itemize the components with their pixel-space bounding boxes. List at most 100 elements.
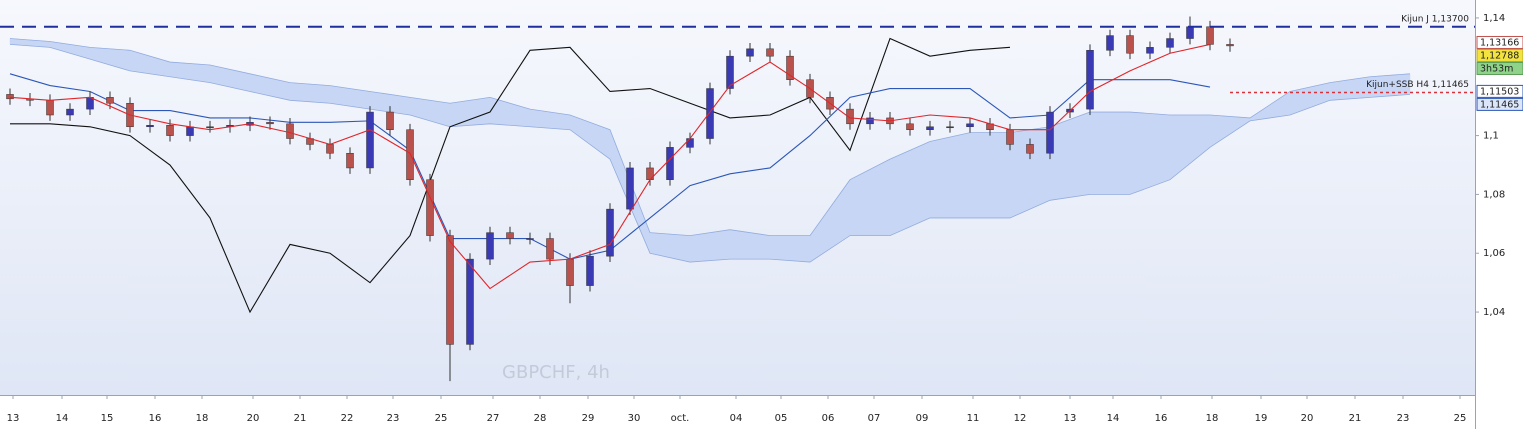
candle-body [66,108,74,116]
price-tag-label: 1,11503 [1480,86,1519,97]
x-tick-label: 09 [916,413,929,424]
watermark: GBPCHF, 4h [502,362,610,383]
candle-body [426,179,434,236]
price-tag: 1,11503 [1476,84,1523,98]
x-tick-label: 13 [7,413,20,424]
x-tick-label: 19 [1255,413,1268,424]
x-tick-label: 18 [196,413,209,424]
x-tick-label: 14 [1107,413,1120,424]
candle-body [466,258,474,345]
candle-body [906,123,914,130]
candle-body [46,100,54,116]
candle-body [506,232,514,239]
candle-body [966,123,974,128]
price-tag: 1,11465 [1476,97,1523,111]
candle-body [1006,129,1014,145]
plot-area: GBPCHF, 4h Kijun J 1,13700 Kijun+SSB H4 1… [0,14,1475,383]
candle-body [626,167,634,210]
x-tick-label: 12 [1014,413,1027,424]
candle-body [6,94,14,100]
cloud-segment [1049,111,1091,201]
candle-body [1206,26,1214,45]
candle-body [186,126,194,136]
candle-body [366,111,374,169]
x-tick-label: 18 [1206,413,1219,424]
candle-body [446,235,454,345]
y-tick-label: 1,04 [1483,307,1505,318]
candle-body [526,238,534,240]
price-tag: 3h53m [1476,61,1523,75]
span-b-line [9,44,1411,263]
cloud-segment [929,132,971,219]
y-tick-label: 1,14 [1483,13,1505,24]
cloud-segment [969,132,1011,219]
candle-body [1226,44,1234,47]
price-tag-box [1476,35,1523,49]
x-tick-label: 25 [435,413,448,424]
candle-body [266,122,274,125]
candle-body [1046,111,1054,154]
x-tick-label: 14 [56,413,69,424]
candle-body [206,126,214,129]
cloud-segment [769,235,811,263]
candle-body [1186,26,1194,39]
span-a-line [9,38,1411,236]
x-tick-label: 15 [101,413,114,424]
y-tick-label: 1,06 [1483,248,1505,259]
candle-body [326,144,334,154]
price-tag: 1,13166 [1476,35,1523,49]
x-tick-label: 06 [822,413,835,424]
price-tag-box [1476,84,1523,98]
candle-body [1086,50,1094,110]
candle-body [566,258,574,286]
x-tick-label: 29 [582,413,595,424]
level-label: Kijun J 1,13700 [1401,14,1469,24]
candle-body [606,208,614,257]
candle-body [146,125,154,128]
plot-background [0,0,1475,395]
x-tick-label: 27 [487,413,500,424]
candle-body [406,129,414,180]
candle-body [1126,35,1134,54]
candle-body [1166,38,1174,48]
candle-body [786,55,794,80]
price-tag-box [1476,61,1523,75]
x-tick-label: 16 [149,413,162,424]
tenkan-line [9,43,1211,290]
y-tick-label: 1,1 [1483,131,1499,142]
cloud-segment [289,82,331,104]
candle-body [746,48,754,57]
level-label: Kijun+SSB H4 1,11465 [1366,80,1469,90]
price-tag-box [1476,97,1523,111]
candle-body [346,152,354,169]
candle-body [686,138,694,148]
x-tick-label: 16 [1155,413,1168,424]
candle-body [866,117,874,125]
candle-body [946,126,954,129]
candle-body [106,97,114,104]
candle-body [166,125,174,136]
candle-body [286,123,294,139]
candle-body [86,97,94,110]
x-tick-label: 05 [775,413,788,424]
candle-body [386,111,394,130]
x-tick-label: oct. [671,413,690,424]
candle-body [726,55,734,89]
chikou-line [10,37,1011,314]
x-tick-label: 28 [534,413,547,424]
price-tag-label: 1,12788 [1480,50,1519,61]
price-tag-box [1476,48,1523,62]
x-tick-label: 04 [730,413,743,424]
candle-body [666,147,674,180]
x-tick-label: 30 [628,413,641,424]
candle-body [546,238,554,260]
x-tick-label: 23 [387,413,400,424]
price-tag-label: 3h53m [1480,63,1513,74]
candle-body [926,126,934,130]
candle-body [706,88,714,139]
candle-body [1146,47,1154,54]
x-tick-label: 23 [1397,413,1410,424]
x-tick-label: 25 [1454,413,1467,424]
